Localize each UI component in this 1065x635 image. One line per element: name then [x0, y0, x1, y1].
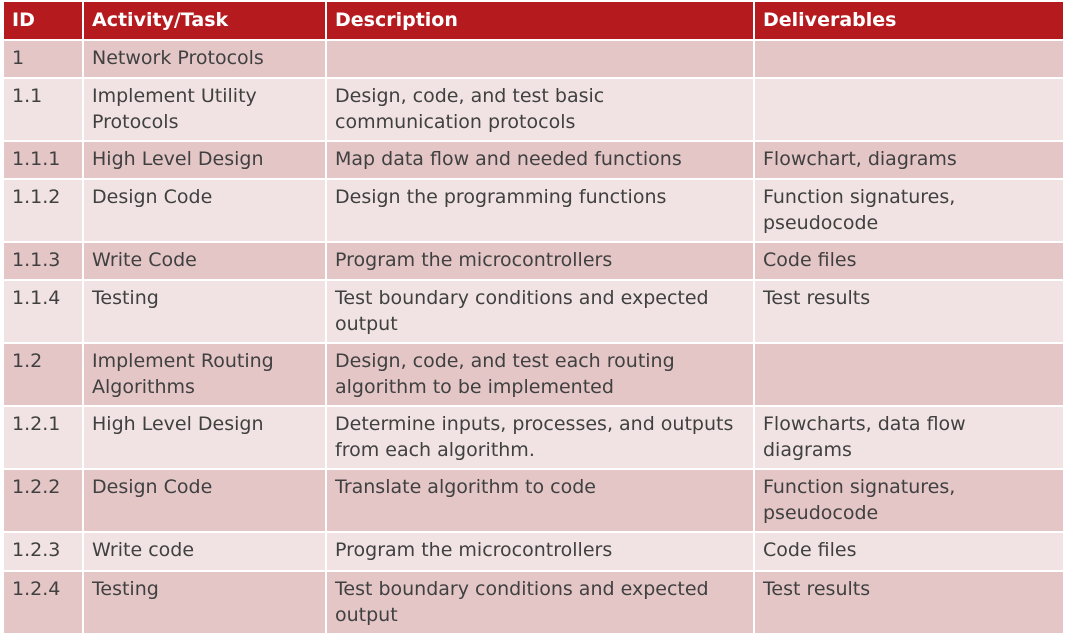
- cell-task: Testing: [82, 570, 327, 635]
- cell-description: Design, code, and test each routing algo…: [325, 342, 755, 407]
- cell-id: 1.2: [2, 342, 84, 407]
- cell-deliverables: [753, 77, 1065, 142]
- cell-description: Translate algorithm to code: [325, 468, 755, 533]
- cell-deliverables: Function signatures, pseudocode: [753, 468, 1065, 533]
- cell-deliverables: [753, 342, 1065, 407]
- header-deliverables: Deliverables: [753, 0, 1065, 41]
- cell-task: Write code: [82, 531, 327, 572]
- cell-description: Design the programming functions: [325, 178, 755, 243]
- table-row: 1.2 Implement Routing Algorithms Design,…: [2, 342, 1065, 407]
- table-row: 1.1 Implement Utility Protocols Design, …: [2, 77, 1065, 142]
- cell-id: 1.1: [2, 77, 84, 142]
- cell-deliverables: Test results: [753, 570, 1065, 635]
- cell-description: Map data flow and needed functions: [325, 140, 755, 180]
- cell-id: 1.2.3: [2, 531, 84, 572]
- cell-id: 1.1.4: [2, 279, 84, 344]
- cell-task: Write Code: [82, 241, 327, 281]
- cell-description: Test boundary conditions and expected ou…: [325, 570, 755, 635]
- cell-id: 1.2.2: [2, 468, 84, 533]
- cell-id: 1.1.3: [2, 241, 84, 281]
- cell-task: Testing: [82, 279, 327, 344]
- cell-deliverables: Test results: [753, 279, 1065, 344]
- cell-deliverables: [753, 39, 1065, 79]
- cell-id: 1: [2, 39, 84, 79]
- table-row: 1.1.2 Design Code Design the programming…: [2, 178, 1065, 243]
- cell-description: Program the microcontrollers: [325, 531, 755, 572]
- header-id: ID: [2, 0, 84, 41]
- cell-deliverables: Code files: [753, 241, 1065, 281]
- cell-task: Design Code: [82, 178, 327, 243]
- cell-description: [325, 39, 755, 79]
- cell-task: Implement Utility Protocols: [82, 77, 327, 142]
- table-row: 1.1.4 Testing Test boundary conditions a…: [2, 279, 1065, 344]
- cell-deliverables: Code files: [753, 531, 1065, 572]
- cell-id: 1.2.4: [2, 570, 84, 635]
- table-row: 1.2.4 Testing Test boundary conditions a…: [2, 570, 1065, 635]
- table-row: 1.1.1 High Level Design Map data flow an…: [2, 140, 1065, 180]
- table-header-row: ID Activity/Task Description Deliverable…: [2, 0, 1065, 41]
- cell-id: 1.1.2: [2, 178, 84, 243]
- table-row: 1.2.2 Design Code Translate algorithm to…: [2, 468, 1065, 533]
- cell-deliverables: Flowcharts, data flow diagrams: [753, 405, 1065, 470]
- cell-description: Program the microcontrollers: [325, 241, 755, 281]
- cell-id: 1.2.1: [2, 405, 84, 470]
- cell-task: High Level Design: [82, 140, 327, 180]
- cell-task: Implement Routing Algorithms: [82, 342, 327, 407]
- table-row: 1.1.3 Write Code Program the microcontro…: [2, 241, 1065, 281]
- cell-deliverables: Flowchart, diagrams: [753, 140, 1065, 180]
- cell-deliverables: Function signatures, pseudocode: [753, 178, 1065, 243]
- cell-task: Design Code: [82, 468, 327, 533]
- cell-description: Determine inputs, processes, and outputs…: [325, 405, 755, 470]
- cell-task: High Level Design: [82, 405, 327, 470]
- cell-id: 1.1.1: [2, 140, 84, 180]
- cell-task: Network Protocols: [82, 39, 327, 79]
- table-row: 1.2.1 High Level Design Determine inputs…: [2, 405, 1065, 470]
- header-description: Description: [325, 0, 755, 41]
- cell-description: Test boundary conditions and expected ou…: [325, 279, 755, 344]
- table-row: 1.2.3 Write code Program the microcontro…: [2, 531, 1065, 572]
- table-row: 1 Network Protocols: [2, 39, 1065, 79]
- cell-description: Design, code, and test basic communicati…: [325, 77, 755, 142]
- header-activity-task: Activity/Task: [82, 0, 327, 41]
